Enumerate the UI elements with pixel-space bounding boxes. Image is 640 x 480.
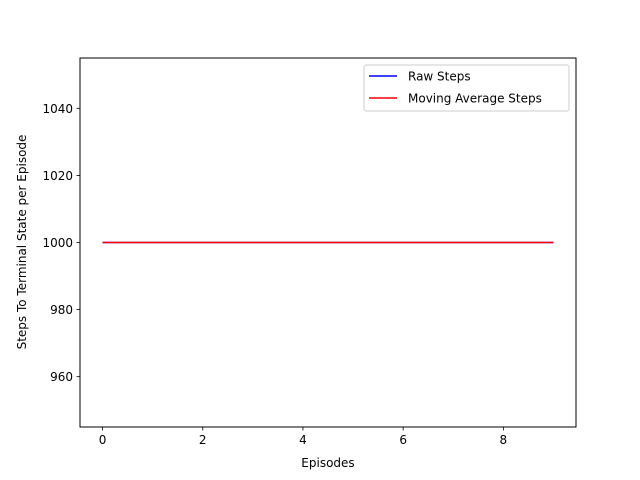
x-tick-label-2: 4 — [299, 433, 307, 447]
x-tick-label-4: 8 — [500, 433, 508, 447]
legend-label-0: Raw Steps — [408, 70, 471, 84]
x-axis-ticks: 0 2 4 6 8 — [99, 427, 507, 447]
x-axis-label: Episodes — [301, 456, 354, 470]
y-tick-label-0: 960 — [50, 370, 73, 384]
legend: Raw Steps Moving Average Steps — [363, 64, 570, 112]
y-axis-label: Steps To Terminal State per Episode — [15, 135, 29, 350]
y-axis-ticks: 960 980 1000 1020 1040 — [42, 102, 80, 384]
y-tick-label-1: 980 — [50, 303, 73, 317]
y-tick-label-4: 1040 — [42, 102, 73, 116]
x-tick-label-3: 6 — [399, 433, 407, 447]
x-tick-label-1: 2 — [199, 433, 207, 447]
y-tick-label-3: 1020 — [42, 169, 73, 183]
legend-box — [363, 64, 570, 112]
y-tick-label-2: 1000 — [42, 236, 73, 250]
legend-label-1: Moving Average Steps — [408, 92, 542, 106]
x-tick-label-0: 0 — [99, 433, 107, 447]
